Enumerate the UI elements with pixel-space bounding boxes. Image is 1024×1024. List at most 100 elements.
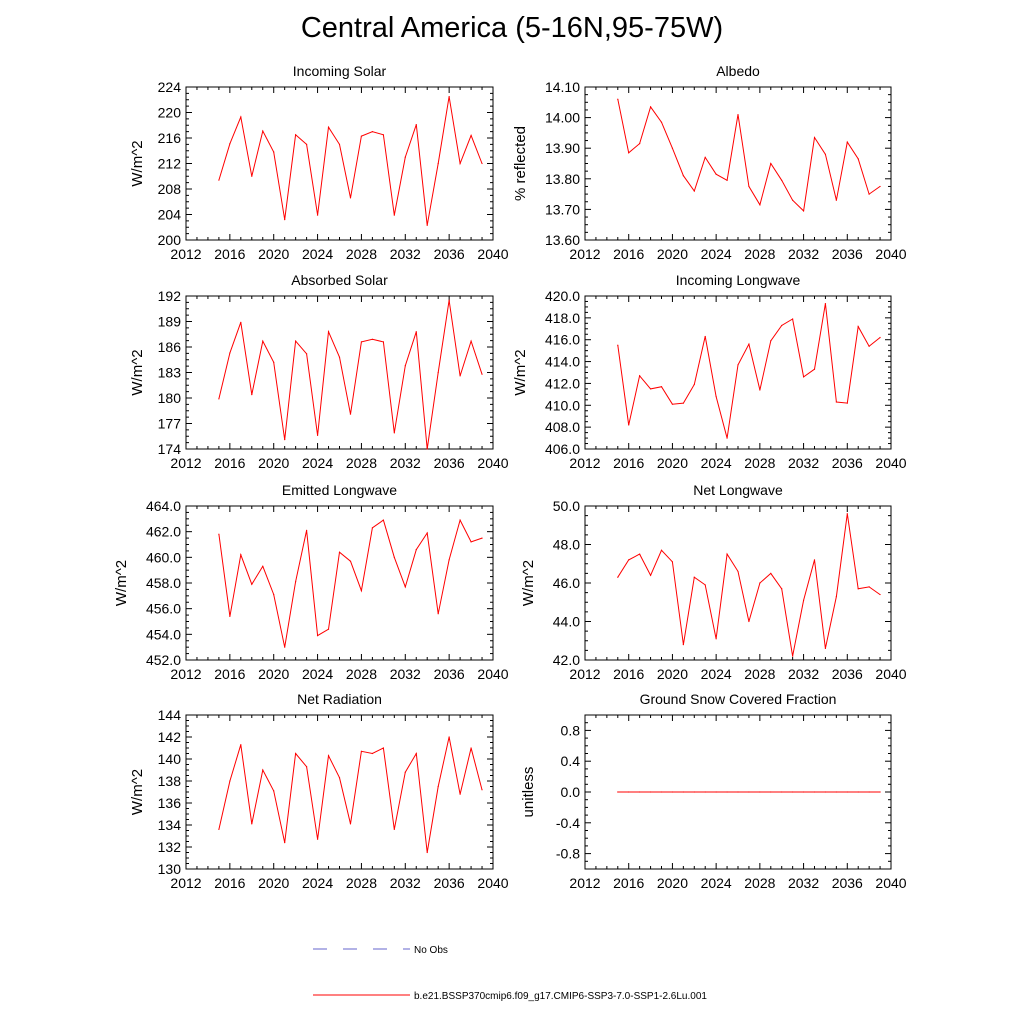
data-point	[649, 106, 652, 108]
data-point	[726, 437, 728, 439]
y-tick-label: 410.0	[545, 397, 580, 413]
y-axis-label: unitless	[520, 767, 537, 818]
y-tick-label: 144	[158, 707, 182, 723]
y-tick-label: 44.0	[553, 614, 580, 630]
data-point	[327, 126, 330, 128]
data-point	[273, 151, 275, 153]
data-point	[693, 383, 695, 386]
legend-model-label: b.e21.BSSP370cmip6.f09_g17.CMIP6-SSP3-7.…	[414, 991, 707, 1002]
y-tick-label: 458.0	[146, 575, 181, 591]
data-point	[857, 158, 859, 160]
data-point	[448, 95, 450, 98]
x-tick-label: 2016	[214, 666, 245, 682]
data-point	[781, 791, 783, 793]
data-point	[671, 561, 674, 563]
data-point	[617, 344, 619, 346]
data-point	[781, 179, 783, 181]
data-point	[715, 791, 717, 793]
data-point	[437, 162, 439, 165]
data-point	[273, 593, 275, 596]
x-tick-label: 2040	[477, 666, 508, 682]
x-tick-label: 2020	[657, 666, 688, 682]
data-point	[448, 559, 450, 561]
data-point	[868, 345, 870, 347]
data-point	[639, 375, 641, 377]
y-tick-label: 0.0	[561, 784, 581, 800]
data-point	[639, 791, 641, 793]
x-tick-label: 2012	[569, 246, 600, 262]
data-point	[251, 823, 253, 825]
data-point	[327, 628, 330, 630]
data-point	[404, 156, 406, 158]
data-point	[846, 791, 848, 793]
x-tick-label: 2036	[434, 246, 465, 262]
x-tick-label: 2016	[613, 455, 644, 471]
data-point	[262, 130, 264, 132]
data-point	[628, 791, 630, 793]
data-point	[338, 777, 341, 779]
data-point	[437, 785, 439, 788]
y-tick-label: 460.0	[146, 549, 181, 565]
x-tick-label: 2020	[657, 455, 688, 471]
data-point	[459, 793, 461, 795]
data-point	[628, 152, 630, 154]
y-tick-label: 412.0	[545, 375, 580, 391]
series-line	[218, 96, 483, 226]
plot-frame	[185, 505, 494, 661]
x-tick-label: 2036	[832, 875, 863, 891]
data-point	[229, 780, 231, 782]
data-point	[868, 791, 870, 793]
data-point	[682, 791, 684, 793]
x-tick-label: 2036	[434, 875, 465, 891]
data-point	[349, 413, 352, 415]
data-point	[857, 588, 859, 590]
series-line	[218, 518, 483, 648]
x-tick-label: 2020	[258, 875, 289, 891]
y-tick-label: 42.0	[553, 652, 580, 668]
x-tick-label: 2028	[744, 666, 775, 682]
y-axis-label: W/m^2	[113, 560, 130, 606]
data-point	[737, 113, 739, 116]
data-point	[846, 402, 848, 404]
data-point	[813, 368, 816, 370]
figure-title: Central America (5-16N,95-75W)	[300, 12, 724, 44]
x-tick-label: 2028	[744, 875, 775, 891]
data-point	[426, 224, 428, 226]
y-tick-label: 418.0	[545, 310, 580, 326]
data-point	[649, 574, 652, 576]
data-point	[770, 340, 772, 342]
y-tick-label: 48.0	[553, 537, 580, 553]
data-point	[781, 588, 783, 590]
x-tick-label: 2036	[832, 246, 863, 262]
data-point	[660, 549, 663, 551]
data-point	[813, 136, 816, 139]
x-tick-label: 2012	[170, 666, 201, 682]
data-point	[218, 828, 220, 831]
x-tick-label: 2024	[302, 666, 333, 682]
x-tick-label: 2036	[832, 666, 863, 682]
data-point	[470, 747, 472, 749]
chart-title: Net Longwave	[693, 482, 783, 498]
data-point	[759, 582, 761, 584]
data-point	[802, 210, 805, 212]
series-line	[218, 736, 483, 853]
data-point	[218, 179, 220, 181]
data-point	[426, 448, 428, 450]
y-tick-label: 138	[158, 773, 182, 789]
data-point	[770, 791, 772, 793]
data-point	[262, 340, 264, 342]
data-point	[360, 341, 363, 343]
legend: No Obs b.e21.BSSP370cmip6.f09_g17.CMIP6-…	[313, 945, 707, 1002]
data-point	[693, 576, 695, 578]
data-point	[404, 586, 406, 588]
data-point	[879, 791, 881, 793]
data-point	[262, 565, 264, 567]
data-point	[284, 842, 286, 844]
data-point	[459, 519, 461, 521]
y-tick-label: 212	[158, 156, 182, 172]
data-point	[792, 318, 794, 320]
data-point	[682, 175, 684, 177]
x-tick-label: 2016	[613, 666, 644, 682]
data-point	[879, 336, 881, 339]
